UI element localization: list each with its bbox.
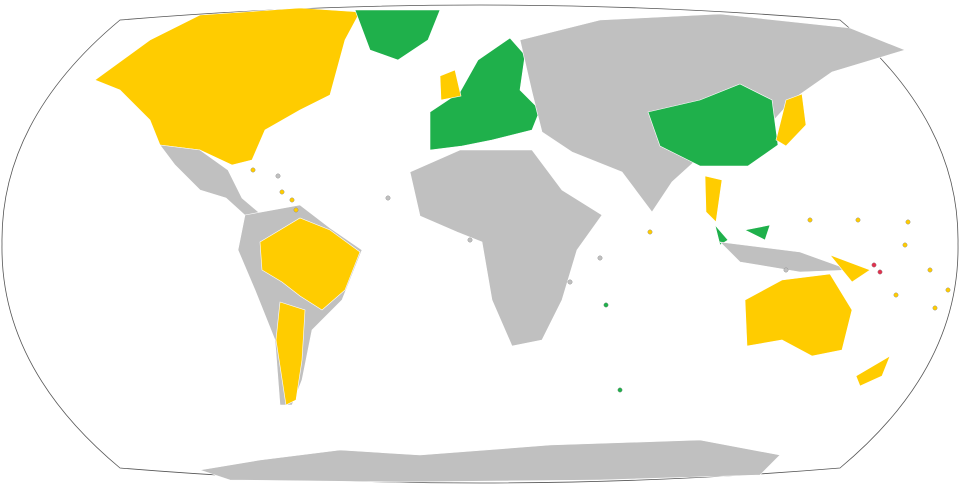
island-marker [807, 217, 813, 223]
island-marker [603, 302, 609, 308]
island-marker [871, 262, 877, 268]
island-marker [855, 217, 861, 223]
island-marker [945, 287, 951, 293]
region-japan [775, 93, 807, 147]
region-thailand [704, 175, 723, 223]
region-africa [409, 149, 603, 347]
island-marker [783, 267, 789, 273]
region-argentina [275, 301, 306, 406]
island-marker [385, 195, 391, 201]
island-marker [275, 173, 281, 179]
region-greenland [354, 9, 441, 61]
island-marker [567, 279, 573, 285]
island-marker [877, 269, 883, 275]
island-marker [902, 242, 908, 248]
island-marker [617, 387, 623, 393]
region-new-zealand [855, 355, 891, 387]
island-marker [647, 229, 653, 235]
region-china [647, 83, 779, 167]
island-marker [905, 219, 911, 225]
region-brazil [259, 217, 361, 311]
island-marker [467, 237, 473, 243]
region-united-kingdom [439, 69, 462, 101]
region-antarctica [199, 439, 781, 483]
island-marker [289, 197, 295, 203]
island-marker [927, 267, 933, 273]
island-marker [597, 255, 603, 261]
region-australia [744, 273, 853, 357]
island-marker [293, 207, 299, 213]
island-marker [250, 167, 256, 173]
region-indonesia [719, 241, 851, 273]
region-north-america-usa-canada [94, 7, 361, 166]
region-papua-new-guinea [829, 254, 871, 283]
island-marker [893, 292, 899, 298]
island-marker [279, 189, 285, 195]
island-marker [932, 305, 938, 311]
